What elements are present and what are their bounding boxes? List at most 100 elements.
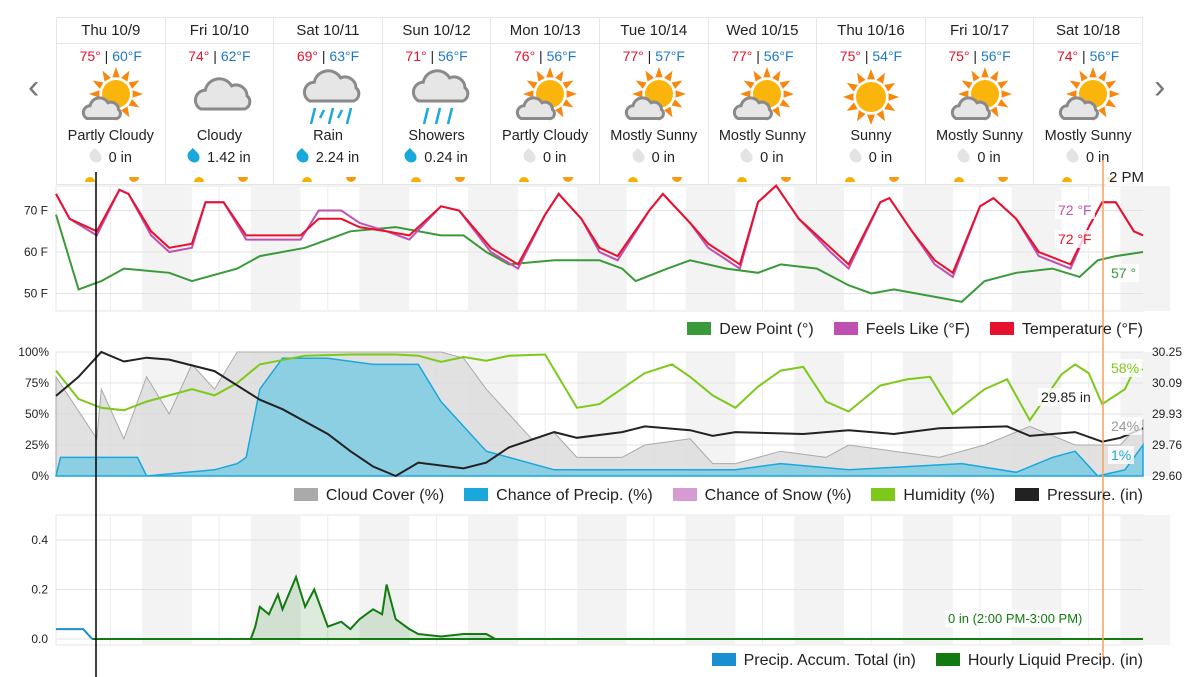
day-name: Thu 10/9 — [57, 18, 165, 44]
legend-item[interactable]: Precip. Accum. Total (in) — [711, 652, 916, 670]
y2-tick-label: 29.76 — [1152, 438, 1182, 452]
day-column[interactable]: Sat 10/18 74° | 56°F Mostly Sunny 0 in — [1034, 18, 1142, 184]
night-band — [685, 515, 736, 645]
high-temp: 71° — [405, 48, 427, 64]
condition-label: Showers — [408, 128, 465, 144]
pressure-line — [55, 350, 1144, 478]
day-temps: 76° | 56°F — [514, 48, 577, 64]
night-band — [576, 515, 627, 645]
sunrise-icon — [410, 177, 421, 182]
partly-cloudy-icon — [81, 67, 143, 121]
sunrise-icon — [953, 177, 964, 182]
hourly-precip-area — [92, 574, 1143, 640]
sunrise-icon — [845, 177, 856, 182]
condition-label: Mostly Sunny — [610, 128, 698, 144]
sunset-icon — [237, 177, 248, 182]
y-tick-label: 70 F — [24, 204, 48, 218]
legend-label: Feels Like (°F) — [865, 321, 970, 338]
y2-tick-label: 29.93 — [1152, 407, 1182, 421]
low-temp: 63°F — [329, 48, 360, 64]
day-column[interactable]: Fri 10/17 75° | 56°F Mostly Sunny 0 in — [925, 18, 1035, 184]
y-tick-label: 75% — [25, 376, 49, 390]
legend-item[interactable]: Chance of Precip. (%) — [464, 487, 653, 505]
precip-amount: 0 in — [709, 148, 817, 166]
day-column[interactable]: Wed 10/15 77° | 56°F Mostly Sunny 0 in — [708, 18, 818, 184]
dew-point-line — [55, 214, 1144, 303]
legend-item[interactable]: Dew Point (°) — [687, 321, 814, 339]
legend-sky: Cloud Cover (%) Chance of Precip. (%) Chan… — [293, 487, 1143, 505]
legend-item[interactable]: Feels Like (°F) — [833, 321, 970, 339]
legend-item[interactable]: Chance of Snow (%) — [672, 487, 852, 505]
day-name: Mon 10/13 — [491, 18, 599, 44]
low-temp: 56°F — [763, 48, 794, 64]
partly-cloudy-icon — [733, 67, 795, 121]
legend-item[interactable]: Pressure. (in) — [1014, 487, 1143, 505]
day-name: Thu 10/16 — [817, 18, 925, 44]
legend-label: Precip. Accum. Total (in) — [743, 652, 916, 669]
day-column[interactable]: Tue 10/14 77° | 57°F Mostly Sunny 0 in — [599, 18, 709, 184]
legend-label: Chance of Snow (%) — [704, 487, 852, 504]
day-column[interactable]: Sun 10/12 71° | 56°F Showers 0.24 in — [382, 18, 492, 184]
condition-label: Mostly Sunny — [1044, 128, 1132, 144]
sunset-icon — [129, 177, 139, 182]
sunrise-icon — [519, 177, 530, 182]
prev-arrow-button[interactable]: ‹ — [28, 68, 40, 106]
precip-value: 0 in — [108, 150, 132, 166]
legend-swatch — [871, 488, 896, 501]
partly-cloudy-icon — [1059, 67, 1121, 121]
night-band — [359, 186, 410, 311]
precip-amount: 2.24 in — [274, 148, 382, 166]
day-temps: 75° | 56°F — [948, 48, 1011, 64]
y2-tick-label: 30.25 — [1152, 345, 1182, 359]
day-column[interactable]: Fri 10/10 74° | 62°F Cloudy 1.42 in — [165, 18, 275, 184]
low-temp: 62°F — [220, 48, 251, 64]
day-column[interactable]: Sat 10/11 69° | 63°F Rain 2.24 in — [274, 18, 383, 184]
sunrise-icon — [85, 177, 95, 182]
legend-label: Temperature (°F) — [1021, 321, 1143, 338]
legend-item[interactable]: Temperature (°F) — [989, 321, 1143, 339]
y-tick-label: 0% — [32, 469, 50, 483]
next-arrow-button[interactable]: › — [1154, 68, 1166, 106]
partly-cloudy-icon — [516, 67, 578, 121]
condition-label: Cloudy — [196, 128, 242, 144]
tooltip-cloud-cover: 24% — [1108, 417, 1143, 435]
day-temps: 71° | 56°F — [405, 48, 468, 64]
day-name: Fri 10/17 — [925, 18, 1034, 44]
condition-label: Mostly Sunny — [718, 128, 806, 144]
high-temp: 74° — [1056, 48, 1079, 64]
legend-item[interactable]: Humidity (%) — [871, 487, 995, 505]
condition-label: Partly Cloudy — [67, 128, 154, 144]
sunrise-icon — [736, 177, 747, 182]
night-band — [250, 186, 301, 311]
sunset-icon — [780, 177, 791, 182]
precip-value: 1.42 in — [207, 150, 251, 166]
condition-label: Rain — [313, 128, 343, 144]
low-temp: 56°F — [546, 48, 577, 64]
cloudy-icon — [194, 77, 252, 111]
temperature-line — [55, 184, 1144, 275]
day-column[interactable]: Mon 10/13 76° | 56°F Partly Cloudy 0 in — [491, 18, 600, 184]
day-column[interactable]: Thu 10/9 75° | 60°F Partly Cloudy 0 in — [57, 18, 166, 184]
day-column[interactable]: Thu 10/16 75° | 54°F Sunny 0 in — [817, 18, 926, 184]
tooltip-hourly-precip: 0 in (2:00 PM-3:00 PM) — [945, 610, 1086, 627]
day-name: Sat 10/11 — [274, 18, 382, 44]
day-name: Sun 10/12 — [382, 18, 491, 44]
precip-value: 0 in — [760, 150, 784, 166]
high-temp: 77° — [731, 48, 753, 64]
legend-swatch — [293, 488, 318, 501]
showers-icon — [411, 69, 469, 125]
condition-label: Mostly Sunny — [936, 128, 1024, 144]
sunrise-icon — [302, 177, 313, 182]
night-band — [902, 515, 953, 645]
legend-swatch — [833, 322, 858, 335]
day-name: Fri 10/10 — [165, 18, 274, 44]
precip-amount: 0.24 in — [383, 148, 491, 166]
low-temp: 56°F — [1089, 48, 1120, 64]
legend-item[interactable]: Hourly Liquid Precip. (in) — [935, 652, 1143, 670]
rain-icon — [302, 69, 361, 125]
legend-item[interactable]: Cloud Cover (%) — [293, 487, 444, 505]
high-temp: 69° — [296, 48, 318, 64]
legend-swatch — [989, 322, 1014, 335]
legend-label: Humidity (%) — [903, 487, 995, 504]
sunset-icon — [671, 177, 682, 182]
